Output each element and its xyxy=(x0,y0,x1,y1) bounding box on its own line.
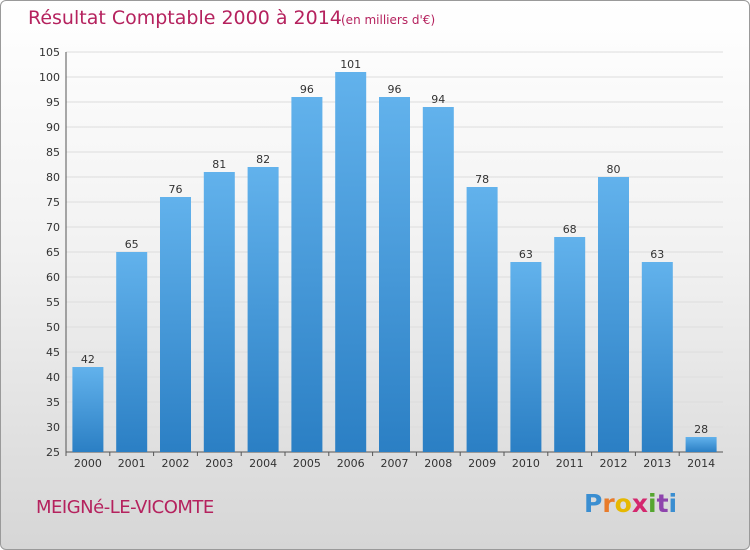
data-label-2014: 28 xyxy=(694,423,708,436)
data-label-2006: 101 xyxy=(340,58,361,71)
bar-2013 xyxy=(641,262,673,452)
x-tick-label: 2013 xyxy=(643,457,671,470)
data-label-2007: 96 xyxy=(388,83,402,96)
x-tick-label: 2003 xyxy=(205,457,233,470)
y-tick-label: 65 xyxy=(46,246,60,259)
bar-2012 xyxy=(598,177,629,452)
x-tick-label: 2002 xyxy=(162,457,190,470)
logo-letter: i xyxy=(648,489,657,518)
y-tick-label: 50 xyxy=(46,321,60,334)
x-tick-label: 2005 xyxy=(293,457,321,470)
chart-title: Résultat Comptable 2000 à 2014 xyxy=(28,7,342,29)
y-tick-label: 55 xyxy=(46,296,60,309)
y-tick-label: 30 xyxy=(46,421,60,434)
bar-2011 xyxy=(554,237,586,452)
data-label-2005: 96 xyxy=(300,83,314,96)
y-tick-label: 80 xyxy=(46,171,60,184)
y-tick-label: 35 xyxy=(46,396,60,409)
bar-2006 xyxy=(335,72,367,452)
y-tick-label: 100 xyxy=(39,71,60,84)
x-tick-label: 2001 xyxy=(118,457,146,470)
x-tick-label: 2006 xyxy=(337,457,365,470)
logo-letter: i xyxy=(668,489,678,518)
data-label-2000: 42 xyxy=(81,353,95,366)
y-tick-label: 45 xyxy=(46,346,60,359)
bar-2005 xyxy=(291,97,323,452)
y-tick-label: 40 xyxy=(46,371,60,384)
logo-letter: r xyxy=(602,489,615,518)
y-tick-label: 60 xyxy=(46,271,60,284)
proxiti-logo[interactable]: Proxiti xyxy=(584,489,677,518)
data-label-2002: 76 xyxy=(169,183,183,196)
bar-2003 xyxy=(203,172,235,452)
data-label-2003: 81 xyxy=(212,158,226,171)
bar-2014 xyxy=(685,437,717,452)
bar-2007 xyxy=(379,97,410,452)
y-tick-label: 70 xyxy=(46,221,60,234)
data-label-2011: 68 xyxy=(563,223,577,236)
bar-2010 xyxy=(510,262,542,452)
logo-letter: P xyxy=(584,489,603,518)
x-tick-label: 2000 xyxy=(74,457,102,470)
bar-2002 xyxy=(160,197,191,452)
data-label-2009: 78 xyxy=(475,173,489,186)
logo-letter: o xyxy=(614,489,632,518)
y-tick-label: 105 xyxy=(39,46,60,59)
x-tick-label: 2007 xyxy=(381,457,409,470)
bars xyxy=(72,72,717,452)
bar-2000 xyxy=(72,367,104,452)
y-tick-label: 25 xyxy=(46,446,60,459)
data-label-2001: 65 xyxy=(125,238,139,251)
x-tick-label: 2004 xyxy=(249,457,277,470)
data-label-2008: 94 xyxy=(431,93,445,106)
x-tick-label: 2011 xyxy=(556,457,584,470)
data-label-2012: 80 xyxy=(607,163,621,176)
x-tick-label: 2009 xyxy=(468,457,496,470)
y-tick-label: 75 xyxy=(46,196,60,209)
bar-2008 xyxy=(422,107,454,452)
y-tick-label: 85 xyxy=(46,146,60,159)
data-label-2010: 63 xyxy=(519,248,533,261)
bar-2009 xyxy=(466,187,498,452)
x-tick-label: 2008 xyxy=(424,457,452,470)
data-label-2013: 63 xyxy=(650,248,664,261)
x-tick-label: 2012 xyxy=(600,457,628,470)
commune-name: MEIGNé-LE-VICOMTE xyxy=(36,497,214,518)
logo-letter: t xyxy=(656,489,669,518)
y-tick-label: 90 xyxy=(46,121,60,134)
x-tick-label: 2010 xyxy=(512,457,540,470)
y-tick-label: 95 xyxy=(46,96,60,109)
logo-letter: x xyxy=(631,489,648,518)
data-label-2004: 82 xyxy=(256,153,270,166)
bar-2001 xyxy=(116,252,148,452)
x-tick-label: 2014 xyxy=(687,457,715,470)
data-labels: 42 65 76 81 82 96 101 96 94 78 63 68 80 63 28 xyxy=(81,58,708,436)
bar-2004 xyxy=(247,167,279,452)
chart-subtitle: (en milliers d'€) xyxy=(341,13,436,27)
